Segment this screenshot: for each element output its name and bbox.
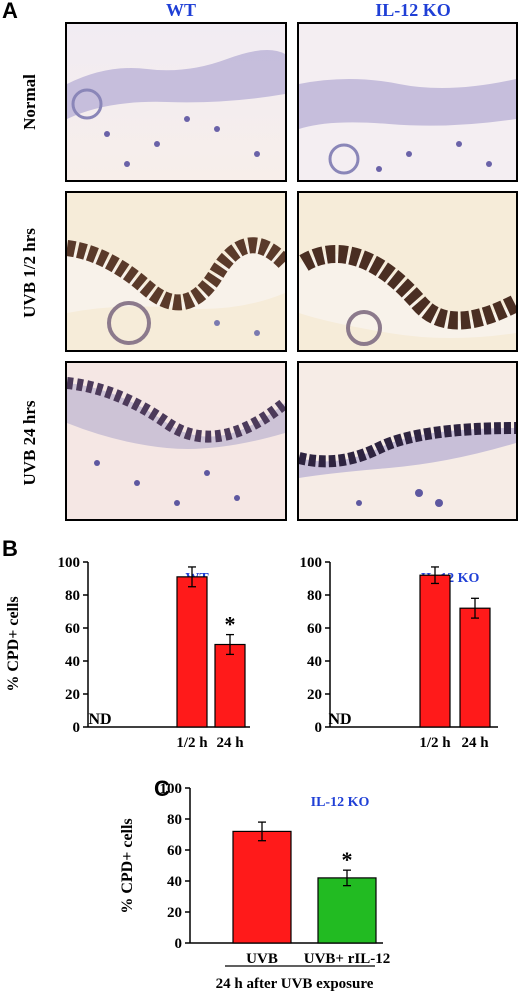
chart2-ytick-label-1: 20: [167, 905, 182, 921]
column-header-wt: WT: [165, 0, 196, 20]
chart0-bar-2: [214, 643, 246, 728]
chart0-ytick-label-1: 20: [65, 687, 80, 703]
chart2-bar-0: [232, 830, 292, 944]
column-header-il12ko: IL-12 KO: [375, 0, 451, 20]
chart0-bar-1: [176, 576, 208, 728]
chart0-annotation-0: ND: [88, 711, 111, 728]
micrograph-il12ko-uvb-half: [297, 191, 518, 352]
chart1-annotation-0: ND: [328, 711, 351, 728]
micrograph-wt-uvb-half: [65, 191, 287, 352]
chart0-ylabel: % CPD+ cells: [5, 596, 22, 691]
chart0-xtick-label-1: 1/2 h: [176, 735, 208, 751]
chart2-bar-1: [317, 877, 377, 944]
chart1-ytick-label-5: 100: [300, 555, 323, 571]
chart2-star-1: *: [342, 847, 353, 872]
chart0-ytick-label-3: 60: [65, 621, 80, 637]
chart1-xtick-label-1: 1/2 h: [419, 735, 451, 751]
chart1-ytick-label-3: 60: [307, 621, 322, 637]
chart1-xtick-label-2: 24 h: [461, 735, 489, 751]
micrograph-il12ko-normal: [297, 22, 518, 182]
chart0-ytick-label-4: 80: [65, 588, 80, 604]
micrograph-wt-uvb-24: [65, 361, 287, 521]
chart1-ytick-label-1: 20: [307, 687, 322, 703]
panel-a-label: A: [2, 0, 18, 23]
panel-b-label: B: [2, 536, 18, 561]
chart2-ytick-label-2: 40: [167, 874, 182, 890]
chart1-ytick-label-2: 40: [307, 654, 322, 670]
chart0-xtick-label-2: 24 h: [216, 735, 244, 751]
chart2-ytick-label-5: 100: [160, 781, 183, 797]
chart2-ytick-label-0: 0: [175, 936, 183, 952]
chart2-xtick-label-1: UVB+ rIL-12: [304, 951, 390, 967]
chart1-bar-2: [459, 607, 491, 728]
chart2-ylabel: % CPD+ cells: [119, 818, 136, 913]
chart2-xtick-label-0: UVB: [246, 951, 278, 967]
chart1-ytick-label-0: 0: [315, 720, 323, 736]
chart1-ytick-label-4: 80: [307, 588, 322, 604]
chart0-ytick-label-0: 0: [73, 720, 81, 736]
chart2-title: IL-12 KO: [311, 795, 370, 810]
chart1-bar-1: [419, 574, 451, 728]
chart0-star-2: *: [225, 612, 236, 637]
chart2-xlabel: 24 h after UVB exposure: [216, 976, 374, 992]
micrograph-il12ko-uvb-24: [297, 361, 518, 521]
chart2-ytick-label-3: 60: [167, 843, 182, 859]
chart0-ytick-label-5: 100: [58, 555, 81, 571]
chart2-ytick-label-4: 80: [167, 812, 182, 828]
chart0-ytick-label-2: 40: [65, 654, 80, 670]
panel-c-label: C: [154, 776, 170, 801]
micrograph-wt-normal: [65, 22, 287, 182]
